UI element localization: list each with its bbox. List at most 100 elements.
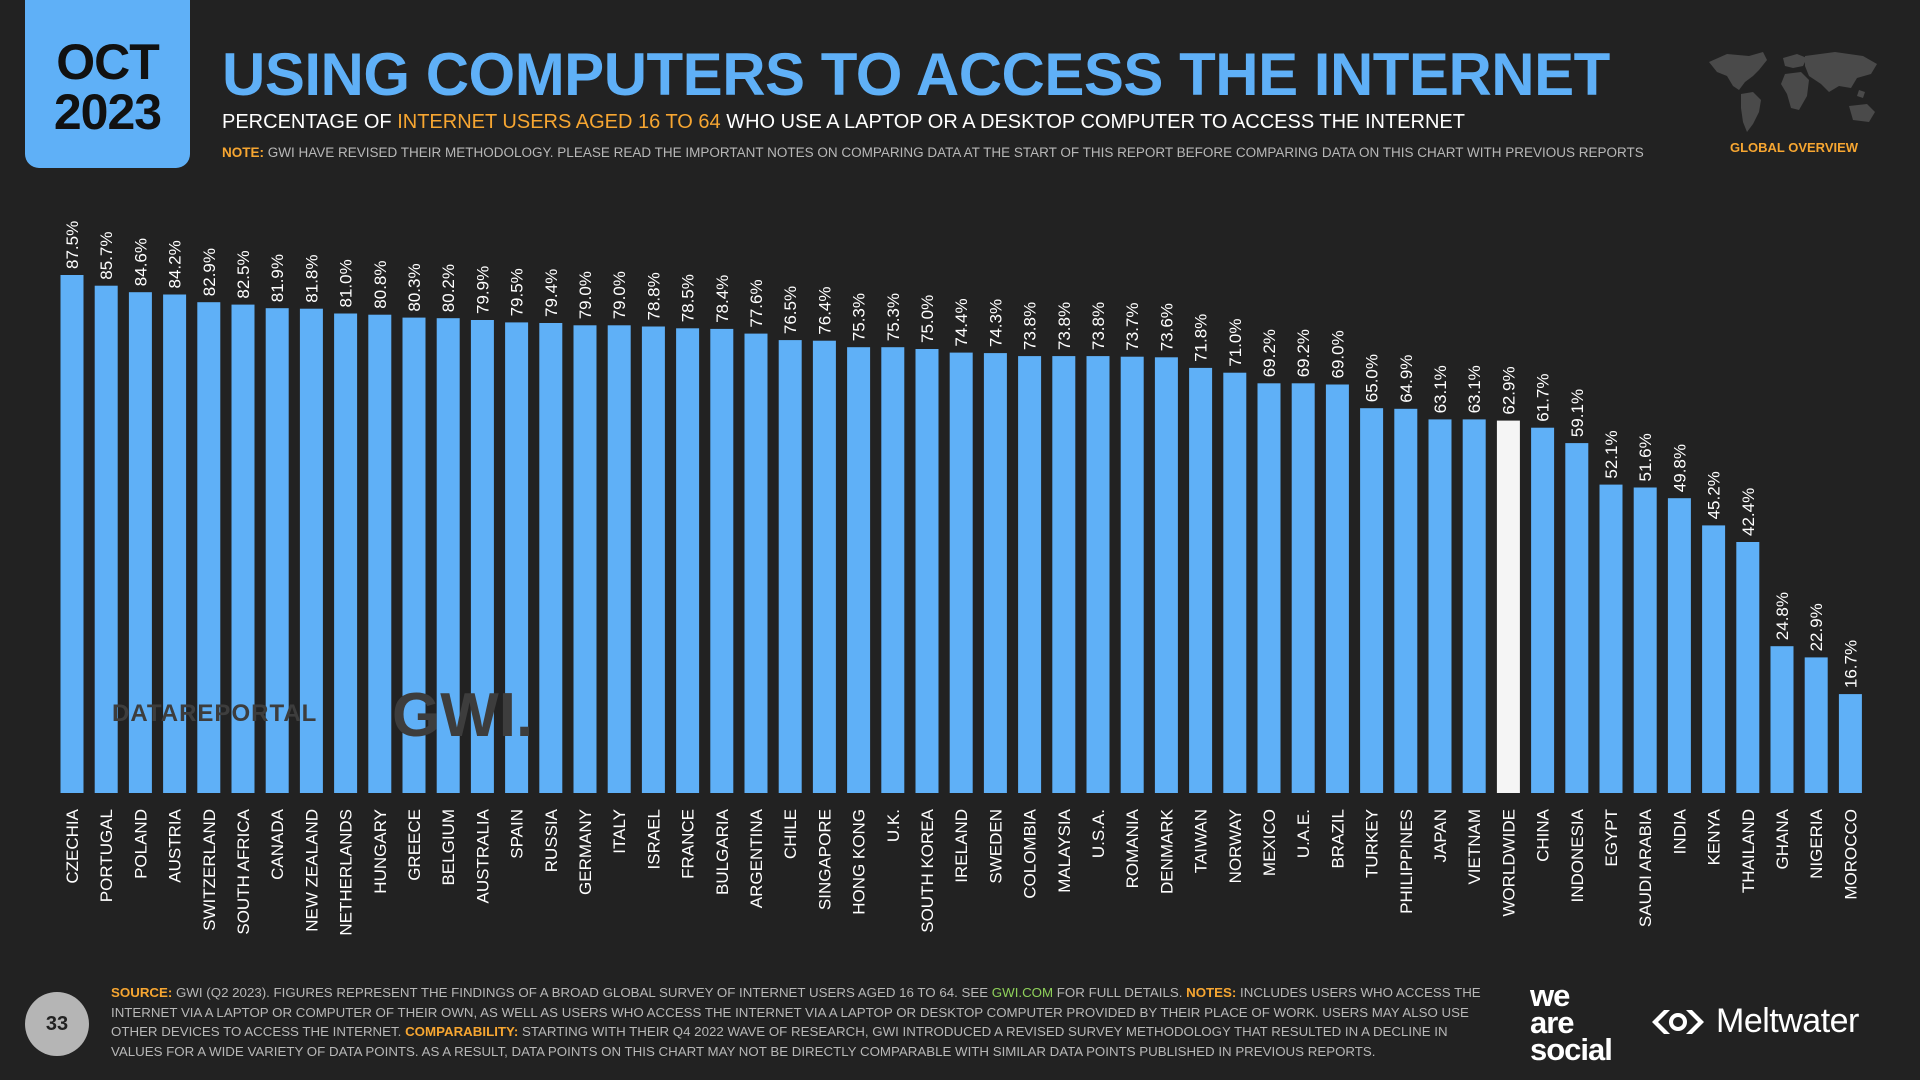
value-label-hong-kong: 75.3% (850, 293, 869, 341)
category-label-morocco: MOROCCO (1841, 809, 1860, 900)
date-month: OCT (56, 34, 160, 90)
value-label-belgium: 80.2% (439, 264, 458, 312)
bar-saudi-arabia (1633, 487, 1657, 793)
source-after-link: FOR FULL DETAILS. (1053, 985, 1187, 1000)
value-label-brazil: 69.0% (1328, 330, 1347, 378)
category-label-hong-kong: HONG KONG (850, 809, 869, 915)
bar-u-a-e (1291, 383, 1315, 793)
source-text: GWI (Q2 2023). FIGURES REPRESENT THE FIN… (172, 985, 992, 1000)
category-label-u-a-e: U.A.E. (1294, 809, 1313, 858)
value-label-egypt: 52.1% (1602, 430, 1621, 478)
category-label-thailand: THAILAND (1739, 809, 1758, 893)
category-label-indonesia: INDONESIA (1568, 808, 1587, 902)
note-text: GWI HAVE REVISED THEIR METHODOLOGY. PLEA… (264, 145, 1644, 160)
bar-ireland (949, 352, 973, 793)
bar-israel (641, 326, 665, 793)
date-year: 2023 (53, 84, 162, 140)
meltwater-logo: Meltwater (1648, 1002, 1859, 1041)
bar-india (1667, 498, 1691, 793)
logo-we: we (1530, 978, 1570, 1013)
category-label-japan: JAPAN (1431, 809, 1450, 863)
category-label-israel: ISRAEL (644, 809, 663, 869)
value-label-india: 49.8% (1670, 444, 1689, 492)
value-label-china: 61.7% (1534, 373, 1553, 421)
value-label-thailand: 42.4% (1739, 488, 1758, 536)
value-label-argentina: 77.6% (747, 279, 766, 327)
gwi-watermark: GWI. (392, 681, 534, 750)
category-label-ghana: GHANA (1773, 808, 1792, 869)
value-label-mexico: 69.2% (1260, 329, 1279, 377)
bar-germany (573, 325, 597, 793)
comparability-text: STARTING WITH THEIR Q4 2022 WAVE OF RESE… (111, 1024, 1448, 1059)
page-number: 33 (25, 992, 89, 1056)
value-label-u-a-e: 69.2% (1294, 329, 1313, 377)
value-label-norway: 71.0% (1226, 318, 1245, 366)
value-label-chile: 76.5% (781, 286, 800, 334)
category-label-kenya: KENYA (1705, 808, 1724, 865)
category-label-u-s-a: U.S.A. (1089, 809, 1108, 858)
category-label-argentina: ARGENTINA (747, 808, 766, 908)
value-label-canada: 81.9% (268, 254, 287, 302)
notes-text: INCLUDES USERS WHO ACCESS THE INTERNET V… (111, 985, 1481, 1039)
we-are-social-logo: we are social (1530, 978, 1613, 1065)
category-label-new-zealand: NEW ZEALAND (302, 809, 321, 932)
map-caption: GLOBAL OVERVIEW (1729, 140, 1859, 155)
category-label-philippines: PHILIPPINES (1397, 809, 1416, 914)
meltwater-icon (1652, 1009, 1704, 1034)
category-label-nigeria: NIGERIA (1807, 808, 1826, 879)
category-label-saudi-arabia: SAUDI ARABIA (1636, 808, 1655, 927)
category-label-vietnam: VIETNAM (1465, 809, 1484, 885)
methodology-note: NOTE: GWI HAVE REVISED THEIR METHODOLOGY… (222, 145, 1644, 160)
bar-morocco (1838, 694, 1862, 793)
value-label-sweden: 74.3% (986, 299, 1005, 347)
value-label-nigeria: 22.9% (1807, 603, 1826, 651)
value-label-south-africa: 82.5% (234, 250, 253, 298)
bar-philippines (1394, 408, 1418, 793)
value-label-italy: 79.0% (610, 271, 629, 319)
value-label-south-korea: 75.0% (918, 295, 937, 343)
value-label-saudi-arabia: 51.6% (1636, 433, 1655, 481)
value-label-indonesia: 59.1% (1568, 389, 1587, 437)
category-label-singapore: SINGAPORE (815, 809, 834, 910)
value-label-israel: 78.8% (644, 272, 663, 320)
category-label-hungary: HUNGARY (371, 809, 390, 894)
subtitle: PERCENTAGE OF INTERNET USERS AGED 16 TO … (222, 111, 1465, 134)
value-label-germany: 79.0% (576, 271, 595, 319)
value-label-vietnam: 63.1% (1465, 365, 1484, 413)
category-label-mexico: MEXICO (1260, 809, 1279, 876)
category-label-chile: CHILE (781, 809, 800, 859)
bar-hong-kong (847, 347, 871, 793)
category-label-germany: GERMANY (576, 809, 595, 895)
note-label: NOTE: (222, 145, 264, 160)
category-label-sweden: SWEDEN (986, 809, 1005, 884)
value-label-portugal: 85.7% (97, 231, 116, 279)
value-label-colombia: 73.8% (1021, 302, 1040, 350)
bar-south-korea (915, 349, 939, 793)
category-label-turkey: TURKEY (1363, 809, 1382, 878)
comparability-label: COMPARABILITY: (405, 1024, 519, 1039)
value-label-philippines: 64.9% (1397, 355, 1416, 403)
bar-mexico (1257, 383, 1281, 793)
bar-denmark (1154, 357, 1178, 793)
category-label-romania: ROMANIA (1123, 808, 1142, 888)
category-label-greece: GREECE (405, 809, 424, 881)
logo-are: are (1530, 1005, 1575, 1040)
bar-spain (505, 322, 529, 793)
category-label-italy: ITALY (610, 809, 629, 854)
bar-canada (265, 308, 289, 793)
value-label-bulgaria: 78.4% (713, 275, 732, 323)
category-label-china: CHINA (1534, 808, 1553, 862)
world-map-icon (1709, 52, 1877, 132)
value-label-ireland: 74.4% (952, 298, 971, 346)
bar-austria (163, 294, 187, 793)
gwi-link[interactable]: GWI.COM (991, 985, 1054, 1000)
category-label-u-k: U.K. (884, 809, 903, 842)
bar-indonesia (1565, 443, 1589, 793)
value-label-kenya: 45.2% (1705, 471, 1724, 519)
bar-colombia (1018, 356, 1042, 793)
value-label-singapore: 76.4% (815, 286, 834, 334)
category-label-spain: SPAIN (508, 809, 527, 859)
value-label-u-s-a: 73.8% (1089, 302, 1108, 350)
category-label-australia: AUSTRALIA (473, 808, 492, 903)
category-label-belgium: BELGIUM (439, 809, 458, 886)
